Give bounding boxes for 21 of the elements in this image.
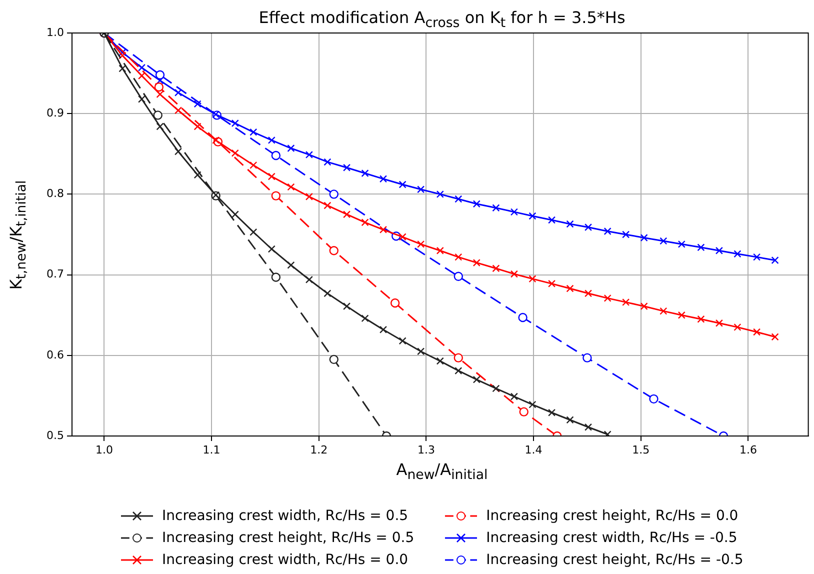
y-tick-label: 0.5 [46,428,64,442]
x-tick-label: 1.0 [95,443,113,456]
y-tick-label: 0.6 [46,348,64,362]
x-axis-title: A$_{new}$/A$_{initial}$ [395,460,489,484]
x-tick-label: 1.2 [310,443,328,456]
legend-label: Increasing crest width, Rc/Hs = -0.5 [486,530,738,546]
y-tick-label: 0.8 [46,187,64,200]
legend-label: Increasing crest width, Rc/Hs = 0.0 [162,552,408,568]
y-tick-label: 1.0 [46,26,64,39]
x-tick-label: 1.5 [632,443,650,456]
legend-label: Increasing crest height, Rc/Hs = -0.5 [486,552,744,568]
x-tick-label: 1.3 [417,443,435,456]
x-tick-label: 1.1 [202,443,220,456]
x-tick-label: 1.6 [739,443,757,456]
legend-label: Increasing crest height, Rc/Hs = 0.5 [162,530,414,546]
y-tick-label: 0.9 [46,106,64,120]
y-tick-label: 0.7 [46,268,64,281]
x-tick-label: 1.4 [524,443,542,456]
chart-title: Effect modification A$_{cross}$ on K$_{t}$ for h = 3.5*Hs [258,8,626,32]
legend-label: Increasing crest width, Rc/Hs = 0.5 [162,508,408,524]
legend-label: Increasing crest height, Rc/Hs = 0.0 [486,508,738,524]
